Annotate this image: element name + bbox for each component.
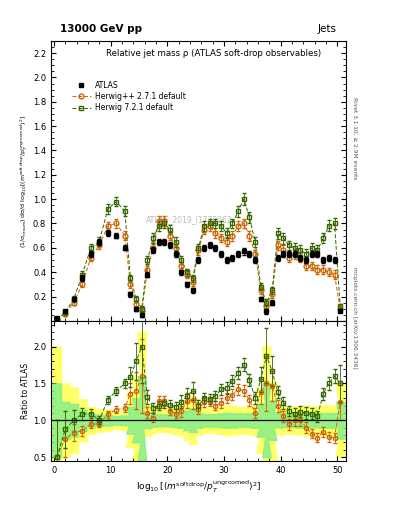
- Y-axis label: (1/σ$_{\rm resum}$) dσ/d log$_{10}$[(m$^{\rm soft\,drop}$/p$_T^{\rm ungroomed}$): (1/σ$_{\rm resum}$) dσ/d log$_{10}$[(m$^…: [19, 114, 30, 247]
- Y-axis label: Ratio to ATLAS: Ratio to ATLAS: [21, 363, 30, 419]
- Text: Rivet 3.1.10, ≥ 2.9M events: Rivet 3.1.10, ≥ 2.9M events: [352, 97, 357, 180]
- Text: Jets: Jets: [318, 24, 337, 34]
- Text: ATLAS_2019_I1772062: ATLAS_2019_I1772062: [146, 216, 233, 225]
- Text: mcplots.cern.ch [arXiv:1306.3436]: mcplots.cern.ch [arXiv:1306.3436]: [352, 267, 357, 368]
- Legend: ATLAS, Herwig++ 2.7.1 default, Herwig 7.2.1 default: ATLAS, Herwig++ 2.7.1 default, Herwig 7.…: [70, 78, 188, 115]
- X-axis label: $\log_{10}$[($m^{\rm soft\,drop}$/$p_T^{\rm ungroomed}$)$^2$]: $\log_{10}$[($m^{\rm soft\,drop}$/$p_T^{…: [136, 479, 261, 495]
- Text: 13000 GeV pp: 13000 GeV pp: [60, 24, 142, 34]
- Text: Relative jet mass ρ (ATLAS soft-drop observables): Relative jet mass ρ (ATLAS soft-drop obs…: [106, 49, 321, 58]
